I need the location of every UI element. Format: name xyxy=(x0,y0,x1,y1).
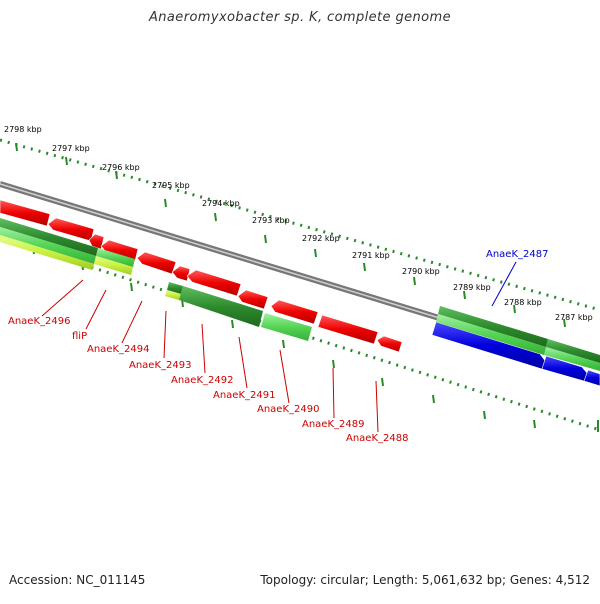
gene-label: AnaeK_2496 xyxy=(8,316,70,327)
gene-label: AnaeK_2489 xyxy=(302,419,364,430)
gene-label: AnaeK_2487 xyxy=(486,249,548,260)
scale-label: 2797 kbp xyxy=(52,144,90,153)
gene-anaek-2496 xyxy=(0,199,51,227)
gene-anaek-2490 xyxy=(186,269,242,297)
gene-labels: AnaeK_2496 fliP AnaeK_2494 AnaeK_2493 An… xyxy=(8,249,548,444)
scale-label: 2787 kbp xyxy=(555,313,593,322)
scale-label: 2798 kbp xyxy=(4,125,42,134)
scale-label: 2792 kbp xyxy=(302,234,340,243)
scale-label: 2789 kbp xyxy=(453,283,491,292)
gene-anaek-2488 xyxy=(317,314,379,345)
scale-labels: 2798 kbp 2797 kbp 2796 kbp 2795 kbp 2794… xyxy=(4,125,593,322)
map-title: Anaeromyxobacter sp. K, complete genome xyxy=(149,10,451,25)
gene-label: AnaeK_2494 xyxy=(87,344,149,355)
scale-label: 2788 kbp xyxy=(504,298,542,307)
gene-anaek-2485 xyxy=(583,369,600,387)
gene-anaek-2492 xyxy=(136,251,177,275)
scale-label: 2791 kbp xyxy=(352,251,390,260)
scale-label: 2795 kbp xyxy=(152,181,190,190)
gene-label: AnaeK_2491 xyxy=(213,390,275,401)
gene-anaek-2491 xyxy=(171,265,191,282)
gene-label: AnaeK_2490 xyxy=(257,404,319,415)
genome-summary-text: Topology: circular; Length: 5,061,632 bp… xyxy=(260,573,590,587)
label-leaders xyxy=(41,261,517,433)
gene-anaek-2490b xyxy=(237,289,269,310)
reverse-strand-genes xyxy=(0,199,403,353)
gene-flip xyxy=(47,217,95,242)
scale-track-outer xyxy=(0,138,600,312)
gene-label: AnaeK_2488 xyxy=(346,433,408,444)
scale-label: 2794 kbp xyxy=(202,199,240,208)
forward-strand-genes xyxy=(431,321,600,387)
accession-text: Accession: NC_011145 xyxy=(9,573,146,587)
gene-anaek-2488b xyxy=(376,335,403,353)
gene-anaek-2489 xyxy=(270,299,319,325)
gene-anaek-2494 xyxy=(88,233,105,250)
scale-label: 2790 kbp xyxy=(402,267,440,276)
cds-features-right xyxy=(436,306,600,371)
cds-features-left xyxy=(0,218,312,341)
scale-track-inner xyxy=(0,236,600,432)
gene-label: AnaeK_2492 xyxy=(171,375,233,386)
scale-label: 2796 kbp xyxy=(102,163,140,172)
scale-ticks xyxy=(15,142,566,328)
scale-label: 2793 kbp xyxy=(252,216,290,225)
gene-label: fliP xyxy=(72,331,87,342)
gene-label: AnaeK_2493 xyxy=(129,360,191,371)
